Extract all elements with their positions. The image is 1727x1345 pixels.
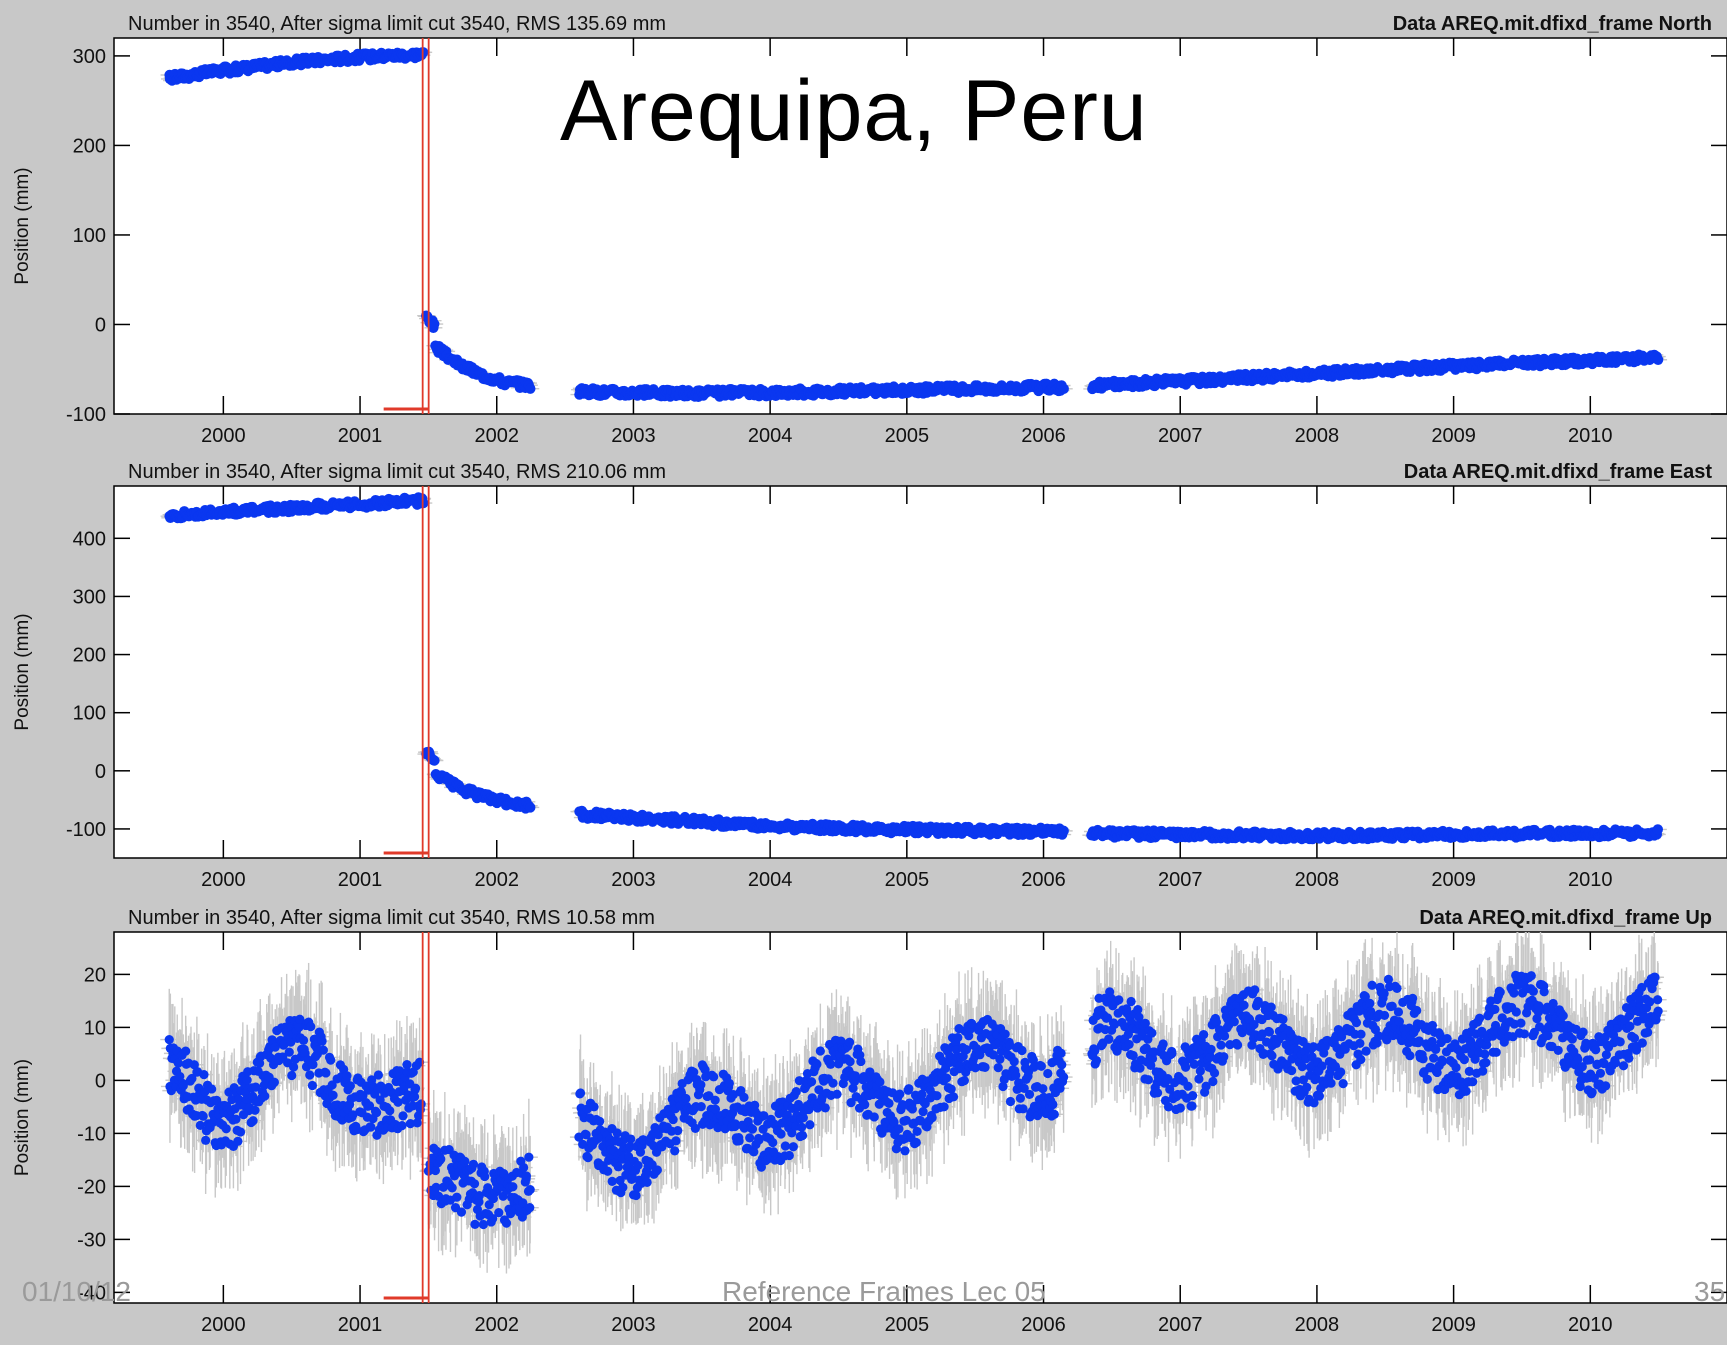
- x-tick-label: 2005: [885, 869, 930, 891]
- header-left: Number in 3540, After sigma limit cut 35…: [128, 13, 666, 35]
- x-tick-label: 2009: [1431, 425, 1476, 447]
- x-tick-label: 2008: [1295, 869, 1340, 891]
- data-point: [429, 318, 440, 330]
- y-tick-label: 400: [73, 528, 106, 550]
- y-tick-label: 200: [73, 645, 106, 667]
- x-tick-label: 2004: [748, 869, 793, 891]
- y-tick-label: -100: [66, 404, 106, 426]
- header-right: Data AREQ.mit.dfixd_frame East: [1404, 461, 1713, 483]
- data-series: [160, 492, 1667, 845]
- y-axis-label: Position (mm): [12, 167, 33, 284]
- x-tick-label: 2007: [1158, 425, 1203, 447]
- x-tick-label: 2000: [201, 425, 246, 447]
- x-tick-label: 2003: [611, 869, 656, 891]
- header-left: Number in 3540, After sigma limit cut 35…: [128, 461, 666, 483]
- x-tick-label: 2007: [1158, 869, 1203, 891]
- x-tick-label: 2006: [1021, 425, 1066, 447]
- y-tick-label: -100: [66, 819, 106, 841]
- x-tick-label: 2008: [1295, 425, 1340, 447]
- y-tick-label: 100: [73, 703, 106, 725]
- x-tick-label: 2003: [611, 425, 656, 447]
- plot-area: [113, 37, 1727, 415]
- x-tick-label: 2000: [201, 869, 246, 891]
- x-tick-label: 2002: [474, 425, 519, 447]
- x-tick-label: 2005: [885, 425, 930, 447]
- data-point: [1652, 354, 1664, 365]
- data-point: [525, 383, 536, 394]
- y-tick-label: 0: [95, 761, 106, 783]
- y-tick-label: 100: [73, 225, 106, 247]
- data-series: [160, 47, 1668, 403]
- plot-area: [113, 485, 1727, 859]
- panels-group: Number in 3540, After sigma limit cut 35…: [12, 13, 1727, 1336]
- x-tick-label: 2002: [474, 869, 519, 891]
- x-tick-label: 2006: [1021, 869, 1066, 891]
- x-tick-label: 2004: [748, 425, 793, 447]
- chart-panel-2: Number in 3540, After sigma limit cut 35…: [12, 461, 1727, 891]
- x-tick-label: 2010: [1568, 869, 1613, 891]
- x-tick-label: 2010: [1568, 425, 1613, 447]
- y-tick-label: 0: [95, 314, 106, 336]
- y-tick-label: 300: [73, 46, 106, 68]
- y-axis-label: Position (mm): [12, 613, 33, 730]
- header-right: Data AREQ.mit.dfixd_frame North: [1393, 13, 1712, 35]
- data-points: [164, 47, 1664, 403]
- y-tick-label: 200: [73, 135, 106, 157]
- y-tick-label: 300: [73, 586, 106, 608]
- x-tick-label: 2001: [338, 425, 383, 447]
- x-tick-label: 2001: [338, 869, 383, 891]
- data-point: [1058, 383, 1069, 395]
- x-tick-label: 2009: [1431, 869, 1476, 891]
- chart-panel-1: Number in 3540, After sigma limit cut 35…: [12, 13, 1727, 447]
